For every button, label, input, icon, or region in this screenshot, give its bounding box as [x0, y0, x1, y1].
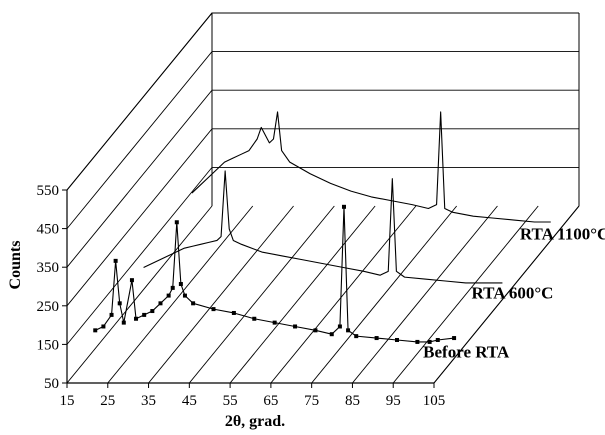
floor-gridline: [352, 205, 498, 384]
y-tick-label: 450: [37, 222, 60, 238]
series-marker: [211, 307, 216, 312]
floor-gridline: [148, 205, 294, 384]
x-tick-label: 25: [100, 393, 115, 409]
x-tick-label: 85: [345, 393, 360, 409]
series-marker: [374, 336, 379, 341]
floor-gridline: [188, 205, 335, 384]
x-tick-label: 95: [386, 393, 401, 409]
series-marker: [182, 293, 187, 298]
series-marker: [191, 301, 196, 306]
series-marker: [170, 285, 175, 290]
y-tick-label: 350: [37, 260, 60, 276]
series-marker: [272, 320, 277, 325]
series-marker: [313, 328, 318, 333]
y-gridline: [66, 128, 579, 307]
y-gridline: [66, 166, 579, 345]
chart-series: [93, 111, 551, 344]
series-marker: [341, 204, 346, 209]
series-label: RTA 1100°C: [520, 225, 605, 244]
x-tick-label: 105: [423, 393, 446, 409]
floor-gridline: [107, 205, 254, 384]
series-marker: [158, 301, 163, 306]
x-tick-label: 15: [60, 393, 75, 409]
series-marker: [329, 332, 334, 337]
chart-labels: RTA 1100°C RTA 600°C Before RTA: [423, 225, 605, 362]
series-marker: [435, 337, 440, 342]
y-gridline: [66, 12, 579, 191]
series-marker: [252, 316, 257, 321]
y-tick-label: 250: [37, 299, 60, 315]
y-tick-label: 150: [37, 337, 60, 353]
series-marker: [231, 310, 236, 315]
series-marker: [150, 309, 155, 314]
chart-grid: [66, 12, 580, 384]
series-marker: [113, 258, 118, 263]
series-marker: [346, 328, 351, 333]
floor-gridline: [311, 205, 458, 384]
x-tick-label: 65: [263, 393, 278, 409]
series-label: RTA 600°C: [472, 284, 554, 303]
x-axis-title: 2θ, grad.: [225, 413, 285, 430]
floor-gridline: [433, 205, 580, 384]
series-marker: [166, 293, 171, 298]
floor-gridline: [66, 205, 213, 384]
series-marker: [117, 301, 122, 306]
x-tick-label: 35: [141, 393, 156, 409]
y-gridline: [66, 51, 579, 229]
series-marker: [452, 336, 457, 341]
series-marker: [395, 337, 399, 342]
chart-ticks: 15 25 35 45 55 65 75 85 95 105 50 150 250 350 450 550: [37, 183, 446, 409]
y-tick-label: 50: [44, 376, 59, 392]
series-marker: [178, 282, 183, 287]
series-marker: [293, 324, 298, 329]
series-marker: [109, 312, 114, 317]
x-tick-label: 75: [304, 393, 319, 409]
x-tick-label: 45: [182, 393, 197, 409]
floor-gridline: [392, 205, 539, 384]
y-gridline: [66, 89, 579, 268]
series-marker: [121, 320, 126, 325]
series-marker: [101, 324, 106, 329]
x-tick-label: 55: [223, 393, 238, 409]
series-line: [191, 111, 551, 223]
chart-walls: [66, 12, 580, 384]
series-marker: [142, 312, 147, 317]
series-marker: [427, 339, 432, 344]
series-line: [95, 206, 455, 343]
series-marker: [134, 316, 139, 321]
y-tick-label: 550: [37, 183, 60, 199]
series-marker: [337, 324, 342, 329]
series-marker: [174, 220, 179, 225]
floor-gridline: [270, 205, 417, 384]
series-marker: [129, 278, 134, 283]
series-marker: [93, 328, 98, 333]
series-label: Before RTA: [423, 343, 510, 362]
series-marker: [415, 339, 420, 344]
back-wall: [211, 12, 579, 206]
series-marker: [354, 334, 359, 339]
series-line: [143, 170, 503, 284]
floor-gridline: [229, 205, 376, 384]
y-axis-title: Counts: [7, 241, 24, 290]
